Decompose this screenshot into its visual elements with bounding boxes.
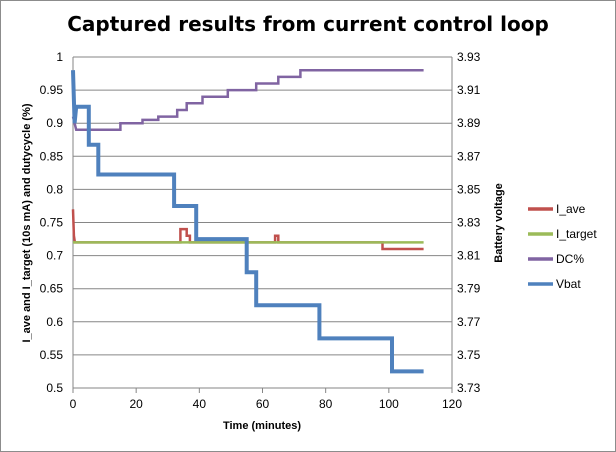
y-tick-label: 0.75 [40, 216, 64, 230]
y-tick-label: 0.65 [40, 282, 64, 296]
series-line-dc- [71, 68, 424, 132]
y-tick-label: 0.55 [40, 348, 64, 362]
legend: I_ave I_target DC% Vbat [528, 202, 597, 291]
y-tick-label: 0.9 [46, 116, 63, 130]
axes: 0.5 0.55 0.6 0.65 0.7 0.75 0.8 0.85 0.9 0.95 1 3.73… [40, 50, 481, 411]
y2-tick-label: 3.83 [457, 216, 481, 230]
y2-tick-label: 3.91 [457, 83, 481, 97]
legend-label-i-target: I_target [556, 227, 597, 241]
x-tick-label: 20 [129, 397, 143, 411]
y2-tick-label: 3.85 [457, 182, 481, 196]
y2-tick-label: 3.75 [457, 348, 481, 362]
y2-tick-label: 3.87 [457, 149, 481, 163]
y-tick-label: 0.6 [46, 315, 63, 329]
y-tick-label: 0.5 [46, 381, 63, 395]
gridlines [73, 56, 452, 356]
y2-tick-label: 3.89 [457, 116, 481, 130]
x-tick-label: 0 [70, 397, 77, 411]
y2-tick-label: 3.93 [457, 50, 481, 64]
x-tick-label: 60 [256, 397, 270, 411]
series-lines [71, 68, 424, 374]
y-tick-label: 0.95 [40, 83, 64, 97]
x-tick-label: 100 [379, 397, 399, 411]
legend-label-vbat: Vbat [556, 277, 581, 291]
y2-tick-label: 3.73 [457, 381, 481, 395]
x-tick-label: 80 [319, 397, 333, 411]
x-axis-title: Time (minutes) [223, 420, 301, 432]
y2-tick-label: 3.81 [457, 249, 481, 263]
y-tick-label: 0.85 [40, 149, 64, 163]
y-tick-label: 0.8 [46, 182, 63, 196]
y2-axis-title: Battery voltage [493, 183, 505, 262]
x-tick-label: 40 [193, 397, 207, 411]
x-tick-label: 120 [442, 397, 462, 411]
y2-tick-label: 3.79 [457, 282, 481, 296]
y-tick-label: 1 [56, 50, 63, 64]
y2-tick-label: 3.77 [457, 315, 481, 329]
y-axis-title: I_ave and I_target (10s mA) and dutycycl… [21, 103, 33, 342]
series-line-vbat [71, 70, 424, 374]
y-tick-label: 0.7 [46, 249, 63, 263]
legend-label-i-ave: I_ave [556, 202, 586, 216]
chart-title: Captured results from current control lo… [67, 12, 549, 36]
legend-label-dc-: DC% [556, 252, 584, 266]
